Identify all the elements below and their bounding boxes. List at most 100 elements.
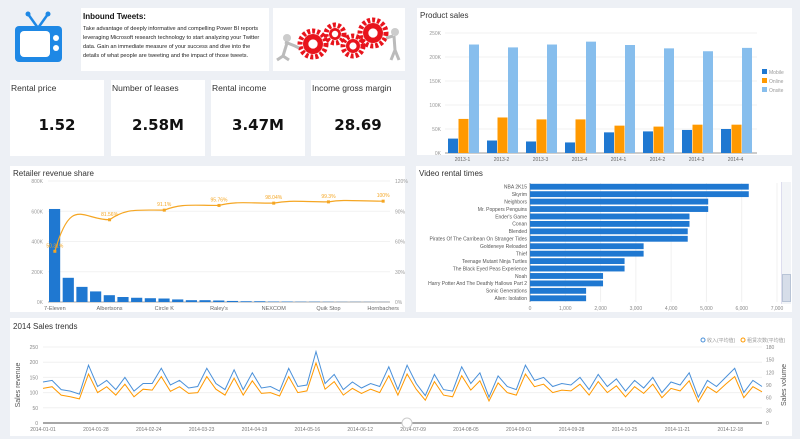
y-tick-label: 100 xyxy=(30,391,39,397)
line-point xyxy=(381,199,385,203)
product-sales-title: Product sales xyxy=(420,11,469,20)
y-tick-label: 100K xyxy=(429,103,441,109)
bar-mobile xyxy=(643,131,653,153)
line-point xyxy=(217,203,221,207)
bar xyxy=(213,300,225,302)
x-tick-label: 2013-4 xyxy=(572,157,588,163)
bar xyxy=(144,298,156,302)
y2-tick-label: 120% xyxy=(395,179,408,185)
y-tick-label: 50K xyxy=(432,127,442,133)
bar xyxy=(530,183,749,190)
category-label: The Black Eyed Peas Experience xyxy=(453,266,527,272)
category-label: Sonic Generations xyxy=(486,289,528,295)
x-tick-label: 3,000 xyxy=(630,306,643,312)
x-tick-label: Hornbachers xyxy=(367,306,399,312)
y2-axis-label: Sales volume xyxy=(781,364,788,406)
bar xyxy=(530,198,709,205)
series-line xyxy=(42,361,763,403)
sales-trends-card: 2014 Sales trends 0 50 100 150 200 250 0 30 60 90… xyxy=(10,318,792,436)
video-rental-card: Video rental times 0 1,000 2,000 3,000 4,000… xyxy=(416,166,792,312)
legend-marker xyxy=(700,337,706,343)
bar xyxy=(185,300,197,302)
y2-tick-label: 0 xyxy=(766,421,769,427)
video-scrollbar-thumb[interactable] xyxy=(782,274,791,302)
gears-image xyxy=(273,8,405,71)
bar-mobile xyxy=(682,129,692,153)
bar-mobile xyxy=(565,142,575,153)
y2-tick-label: 30 xyxy=(766,408,772,414)
category-label: Pirates Of The Carribean On Stranger Tid… xyxy=(430,237,528,243)
gear-icon xyxy=(357,17,389,49)
category-label: Conan xyxy=(512,222,527,228)
gear-hole xyxy=(308,39,318,49)
x-tick-label: 6,000 xyxy=(735,306,748,312)
x-tick-label: 2014-3 xyxy=(689,157,705,163)
bar xyxy=(240,301,252,302)
kpi-label: Number of leases xyxy=(112,83,179,93)
y2-tick-label: 180 xyxy=(766,345,775,351)
x-tick-label: 2014-09-28 xyxy=(559,427,585,433)
bar-mobile xyxy=(721,129,731,153)
category-label: Mr. Poppers Penguins xyxy=(478,207,528,213)
y-tick-label: 150 xyxy=(30,375,39,381)
bar xyxy=(530,243,644,250)
y2-tick-label: 30% xyxy=(395,270,406,276)
bar-mobile xyxy=(487,140,497,153)
y-tick-label: 400K xyxy=(31,240,43,246)
x-tick-label: 2014-01-28 xyxy=(83,427,109,433)
category-label: Teenage Mutant Ninja Turtles xyxy=(462,259,528,265)
figure-head xyxy=(391,28,399,36)
bar xyxy=(131,297,143,302)
x-tick-label: 2013-3 xyxy=(533,157,549,163)
bar-onsite xyxy=(586,41,596,153)
data-label: 99.3% xyxy=(321,194,336,200)
x-tick-label: 2014-05-16 xyxy=(295,427,321,433)
legend-swatch xyxy=(762,87,767,92)
y-tick-label: 600K xyxy=(31,209,43,215)
y-tick-label: 150K xyxy=(429,79,441,85)
x-tick-label: 5,000 xyxy=(700,306,713,312)
legend-marker xyxy=(740,337,746,343)
kpi-card: Rental income 3.47M xyxy=(211,80,305,156)
bar-onsite xyxy=(625,45,635,153)
bar-online xyxy=(731,124,742,153)
bar xyxy=(530,250,644,257)
gear-icon xyxy=(340,33,366,59)
bar xyxy=(530,265,625,272)
product-sales-chart: 0K 50K 100K 150K 200K 250K 2013-1 2013-2 2013-3 2… xyxy=(429,31,784,163)
bar xyxy=(530,295,587,302)
y2-tick-label: 60 xyxy=(766,396,772,402)
legend-swatch xyxy=(762,78,767,83)
bar xyxy=(76,286,88,302)
bar xyxy=(530,191,749,198)
x-tick-label: 2014-03-23 xyxy=(189,427,215,433)
figure-icon xyxy=(276,40,300,62)
legend-label: Onsite xyxy=(769,88,784,94)
cumulative-line xyxy=(54,199,384,252)
retailer-revenue-chart: 0K 0% 200K 30% 400K 60% 600K 90% 800K 120% 7-Eleve… xyxy=(31,179,408,312)
bar xyxy=(530,280,604,287)
category-label: Noah xyxy=(515,274,527,280)
category-label: Harry Potter And The Deathly Hallows Par… xyxy=(428,281,527,287)
y-tick-label: 0 xyxy=(35,421,38,427)
x-tick-label: 2014-01-01 xyxy=(30,427,56,433)
data-label: 98.04% xyxy=(265,195,283,201)
bar-mobile xyxy=(448,138,458,153)
category-label: Alien: Isolation xyxy=(494,296,527,302)
bar xyxy=(103,295,115,302)
line-point xyxy=(272,201,276,205)
x-tick-label: 2014-09-01 xyxy=(506,427,532,433)
x-tick-label: 2,000 xyxy=(594,306,607,312)
bar xyxy=(530,273,604,279)
y-tick-label: 250K xyxy=(429,31,441,37)
video-scrollbar[interactable] xyxy=(781,182,791,304)
x-tick-label: 2014-02-24 xyxy=(136,427,162,433)
bar-online xyxy=(536,119,547,153)
x-tick-label: 2014-12-18 xyxy=(717,427,743,433)
tweets-title: Inbound Tweets: xyxy=(83,12,146,21)
x-tick-label: NEXCOM xyxy=(262,306,287,312)
bar-onsite xyxy=(508,47,518,153)
x-tick-label: 2014-07-09 xyxy=(400,427,426,433)
gear-hole xyxy=(368,28,378,38)
video-rental-title: Video rental times xyxy=(419,169,483,178)
